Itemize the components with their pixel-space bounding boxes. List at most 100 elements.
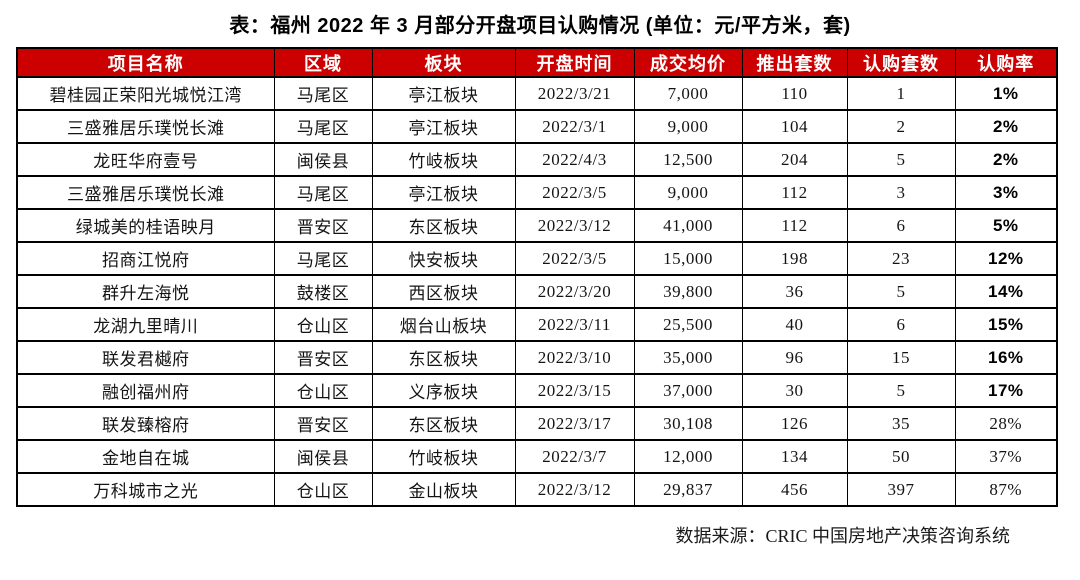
table-cell: 15 — [846, 340, 956, 375]
table-cell: 28% — [954, 406, 1058, 441]
table-cell: 烟台山板块 — [371, 307, 516, 342]
header-cell: 认购率 — [954, 48, 1058, 78]
table-cell: 闽侯县 — [273, 142, 373, 177]
table-cell: 12,500 — [633, 142, 743, 177]
table-cell: 联发臻榕府 — [16, 406, 275, 441]
table-cell: 东区板块 — [371, 406, 516, 441]
table-cell: 金山板块 — [371, 472, 516, 507]
table-cell: 456 — [741, 472, 848, 507]
table-cell: 晋安区 — [273, 340, 373, 375]
table-row: 三盛雅居乐璞悦长滩 马尾区 亭江板块 2022/3/1 9,000 104 2 2% — [16, 109, 1058, 144]
table-cell: 2022/3/5 — [514, 175, 635, 210]
table-row: 联发君樾府 晋安区 东区板块 2022/3/10 35,000 96 15 16% — [16, 340, 1058, 375]
table-cell: 东区板块 — [371, 340, 516, 375]
table-cell: 39,800 — [633, 274, 743, 309]
table-cell: 25,500 — [633, 307, 743, 342]
table-cell: 50 — [846, 439, 956, 474]
header-cell: 板块 — [371, 48, 516, 78]
table-cell: 3% — [954, 175, 1058, 210]
table-cell: 2022/3/17 — [514, 406, 635, 441]
table-cell: 万科城市之光 — [16, 472, 275, 507]
table-cell: 马尾区 — [273, 241, 373, 276]
table-row: 龙旺华府壹号 闽侯县 竹岐板块 2022/4/3 12,500 204 5 2% — [16, 142, 1058, 177]
table-cell: 仓山区 — [273, 373, 373, 408]
table-cell: 12% — [954, 241, 1058, 276]
header-cell: 区域 — [273, 48, 373, 78]
table-cell: 40 — [741, 307, 848, 342]
table-cell: 2% — [954, 142, 1058, 177]
table-cell: 41,000 — [633, 208, 743, 243]
table-cell: 17% — [954, 373, 1058, 408]
table-cell: 亭江板块 — [371, 76, 516, 111]
table-row: 金地自在城 闽侯县 竹岐板块 2022/3/7 12,000 134 50 37% — [16, 439, 1058, 474]
table-cell: 东区板块 — [371, 208, 516, 243]
table-cell: 三盛雅居乐璞悦长滩 — [16, 109, 275, 144]
table-cell: 竹岐板块 — [371, 142, 516, 177]
table-row: 万科城市之光 仓山区 金山板块 2022/3/12 29,837 456 397 87% — [16, 472, 1058, 507]
table-cell: 35,000 — [633, 340, 743, 375]
table-cell: 2022/4/3 — [514, 142, 635, 177]
table-cell: 2022/3/1 — [514, 109, 635, 144]
table-cell: 绿城美的桂语映月 — [16, 208, 275, 243]
table-cell: 112 — [741, 175, 848, 210]
table-cell: 29,837 — [633, 472, 743, 507]
table-cell: 2022/3/21 — [514, 76, 635, 111]
table-cell: 104 — [741, 109, 848, 144]
table-cell: 5 — [846, 373, 956, 408]
table-cell: 9,000 — [633, 175, 743, 210]
table-cell: 15,000 — [633, 241, 743, 276]
table-cell: 397 — [846, 472, 956, 507]
table-body: 碧桂园正荣阳光城悦江湾 马尾区 亭江板块 2022/3/21 7,000 110 1 1% 三盛… — [16, 76, 1058, 507]
table-cell: 群升左海悦 — [16, 274, 275, 309]
table-cell: 5% — [954, 208, 1058, 243]
table-cell: 龙湖九里晴川 — [16, 307, 275, 342]
table-cell: 2022/3/7 — [514, 439, 635, 474]
header-cell: 开盘时间 — [514, 48, 635, 78]
table-row: 群升左海悦 鼓楼区 西区板块 2022/3/20 39,800 36 5 14% — [16, 274, 1058, 309]
table-cell: 亭江板块 — [371, 109, 516, 144]
table-cell: 30,108 — [633, 406, 743, 441]
table-cell: 2022/3/20 — [514, 274, 635, 309]
table-cell: 23 — [846, 241, 956, 276]
table-cell: 36 — [741, 274, 848, 309]
table-cell: 204 — [741, 142, 848, 177]
page-title: 表：福州 2022 年 3 月部分开盘项目认购情况 (单位：元/平方米，套) — [229, 15, 851, 37]
table-cell: 招商江悦府 — [16, 241, 275, 276]
table-row: 碧桂园正荣阳光城悦江湾 马尾区 亭江板块 2022/3/21 7,000 110 1 1% — [16, 76, 1058, 111]
table-cell: 30 — [741, 373, 848, 408]
table-row: 三盛雅居乐璞悦长滩 马尾区 亭江板块 2022/3/5 9,000 112 3 3% — [16, 175, 1058, 210]
table-cell: 1 — [846, 76, 956, 111]
table-cell: 义序板块 — [371, 373, 516, 408]
table-cell: 2% — [954, 109, 1058, 144]
table-cell: 134 — [741, 439, 848, 474]
table-cell: 96 — [741, 340, 848, 375]
table-cell: 6 — [846, 307, 956, 342]
table-cell: 6 — [846, 208, 956, 243]
table-cell: 14% — [954, 274, 1058, 309]
header-row: 项目名称 区域 板块 开盘时间 成交均价 推出套数 认购套数 认购率 — [16, 48, 1058, 78]
table-cell: 126 — [741, 406, 848, 441]
table-cell: 马尾区 — [273, 109, 373, 144]
table-cell: 2022/3/15 — [514, 373, 635, 408]
table-cell: 碧桂园正荣阳光城悦江湾 — [16, 76, 275, 111]
table-cell: 闽侯县 — [273, 439, 373, 474]
table-cell: 15% — [954, 307, 1058, 342]
table-cell: 亭江板块 — [371, 175, 516, 210]
table-cell: 联发君樾府 — [16, 340, 275, 375]
table-cell: 仓山区 — [273, 472, 373, 507]
header-cell: 推出套数 — [741, 48, 848, 78]
table-cell: 37% — [954, 439, 1058, 474]
table-cell: 2022/3/12 — [514, 208, 635, 243]
table-cell: 35 — [846, 406, 956, 441]
table-cell: 9,000 — [633, 109, 743, 144]
table-cell: 西区板块 — [371, 274, 516, 309]
table-cell: 三盛雅居乐璞悦长滩 — [16, 175, 275, 210]
header-cell: 成交均价 — [633, 48, 743, 78]
table-row: 联发臻榕府 晋安区 东区板块 2022/3/17 30,108 126 35 28% — [16, 406, 1058, 441]
table-row: 龙湖九里晴川 仓山区 烟台山板块 2022/3/11 25,500 40 6 15% — [16, 307, 1058, 342]
table-cell: 金地自在城 — [16, 439, 275, 474]
table-cell: 2022/3/5 — [514, 241, 635, 276]
table-cell: 晋安区 — [273, 406, 373, 441]
table-cell: 7,000 — [633, 76, 743, 111]
